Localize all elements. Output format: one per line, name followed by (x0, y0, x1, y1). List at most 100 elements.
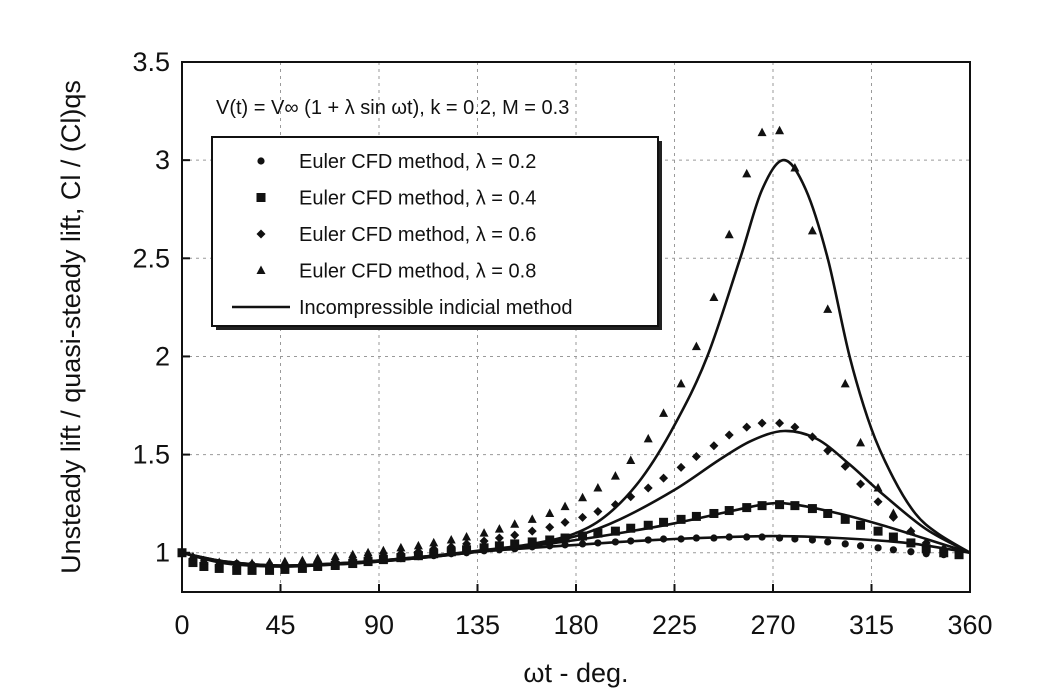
triangle-marker (757, 127, 767, 137)
legend-items: Euler CFD method, λ = 0.2 Euler CFD metho… (232, 151, 572, 319)
circle-marker (856, 542, 865, 550)
circle-marker (907, 548, 915, 556)
diamond-marker (462, 539, 472, 549)
triangle-marker (462, 532, 472, 541)
diamond-marker (626, 492, 636, 502)
square-marker (724, 506, 734, 516)
y-tick-label: 3.5 (132, 47, 170, 77)
triangle-marker (348, 549, 358, 559)
diamond-marker (742, 422, 752, 432)
diamond-marker (494, 533, 504, 543)
diamond-marker (724, 430, 734, 440)
square-marker (709, 508, 719, 518)
square-marker (643, 520, 653, 530)
triangle-marker (954, 547, 964, 557)
diamond-marker (840, 461, 850, 471)
diamond-marker (643, 483, 653, 493)
square-marker (807, 504, 817, 514)
triangle-marker (429, 537, 439, 547)
square-marker (494, 541, 504, 551)
triangle-marker (709, 292, 719, 302)
triangle-marker (280, 556, 290, 566)
y-tick-label: 1 (155, 538, 170, 568)
triangle-marker (724, 229, 734, 239)
square-marker (856, 520, 866, 530)
diamond-marker (709, 441, 719, 451)
circle-marker (692, 534, 700, 542)
y-tick-label: 1.5 (132, 440, 170, 470)
diamond-marker (610, 500, 620, 510)
triangle-marker (378, 545, 388, 555)
triangle-marker (823, 304, 833, 313)
triangle-marker (906, 526, 916, 535)
circle-marker (677, 535, 685, 543)
square-marker (610, 526, 620, 536)
square-marker (545, 535, 555, 545)
square-marker (906, 538, 916, 548)
diamond-marker (446, 542, 456, 552)
x-tick-label: 270 (750, 610, 795, 640)
circle-marker (627, 537, 635, 545)
circle-marker (808, 536, 817, 544)
diamond-marker (527, 526, 537, 536)
square-marker (527, 537, 537, 547)
legend-diamond-marker (256, 229, 266, 239)
diamond-marker (790, 422, 800, 432)
square-marker (626, 523, 636, 533)
legend-label: Euler CFD method, λ = 0.8 (299, 261, 536, 283)
diamond-marker (578, 512, 588, 522)
triangle-marker (446, 534, 456, 544)
triangle-marker (691, 341, 701, 351)
square-marker (873, 526, 883, 536)
triangle-marker (560, 501, 570, 511)
triangle-marker (807, 225, 817, 235)
triangle-marker (247, 558, 257, 568)
triangle-marker (396, 542, 406, 552)
square-marker (742, 503, 752, 513)
triangle-marker (297, 555, 307, 565)
x-tick-label: 360 (947, 610, 992, 640)
circle-marker (874, 544, 882, 552)
triangle-marker (330, 551, 340, 561)
legend-label: Euler CFD method, λ = 0.4 (299, 188, 536, 210)
legend-triangle-marker (256, 265, 266, 274)
square-marker (479, 543, 489, 553)
x-axis-label: ωt - deg. (523, 658, 628, 688)
triangle-marker (494, 524, 504, 533)
square-marker (676, 514, 686, 524)
x-tick-label: 225 (652, 610, 697, 640)
diamond-marker (807, 432, 817, 442)
square-marker (888, 532, 898, 542)
diamond-marker (510, 530, 520, 540)
triangle-marker (188, 551, 198, 561)
diamond-marker (479, 536, 489, 546)
circle-marker (824, 538, 832, 546)
diamond-marker (545, 522, 555, 532)
triangle-marker (775, 125, 785, 135)
triangle-marker (479, 528, 489, 537)
triangle-marker (888, 508, 898, 517)
square-marker (593, 528, 603, 538)
square-marker (462, 545, 472, 555)
circle-marker (889, 546, 897, 554)
circle-marker (561, 541, 569, 549)
triangle-marker (659, 408, 669, 417)
legend: Euler CFD method, λ = 0.2 Euler CFD metho… (211, 136, 662, 330)
circle-marker (659, 535, 668, 543)
square-marker (446, 547, 456, 557)
x-tick-label: 315 (849, 610, 894, 640)
triangle-marker (873, 482, 883, 492)
triangle-marker (676, 378, 686, 388)
circle-marker (791, 535, 799, 543)
diamond-marker (676, 462, 686, 472)
diamond-marker (856, 479, 866, 489)
square-marker (560, 533, 570, 543)
circle-marker (775, 534, 784, 542)
triangle-marker (840, 378, 850, 388)
diamond-marker (775, 418, 785, 428)
triangle-marker (413, 540, 423, 550)
circle-marker (611, 538, 620, 546)
diamond-marker (429, 544, 439, 554)
triangle-marker (232, 558, 242, 568)
legend-label: Euler CFD method, λ = 0.6 (299, 224, 536, 246)
